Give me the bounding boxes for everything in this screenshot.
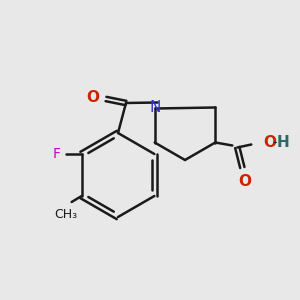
Text: F: F [52, 147, 61, 161]
Text: O: O [238, 175, 251, 190]
Text: O: O [86, 91, 99, 106]
Text: N: N [149, 100, 160, 115]
Text: O: O [263, 135, 276, 150]
Text: CH₃: CH₃ [54, 208, 77, 221]
Text: -: - [272, 136, 277, 149]
Text: H: H [276, 135, 289, 150]
